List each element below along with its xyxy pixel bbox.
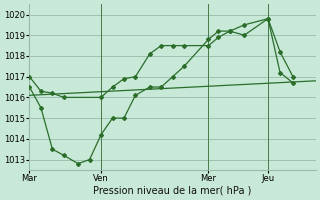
X-axis label: Pression niveau de la mer( hPa ): Pression niveau de la mer( hPa )	[93, 186, 252, 196]
